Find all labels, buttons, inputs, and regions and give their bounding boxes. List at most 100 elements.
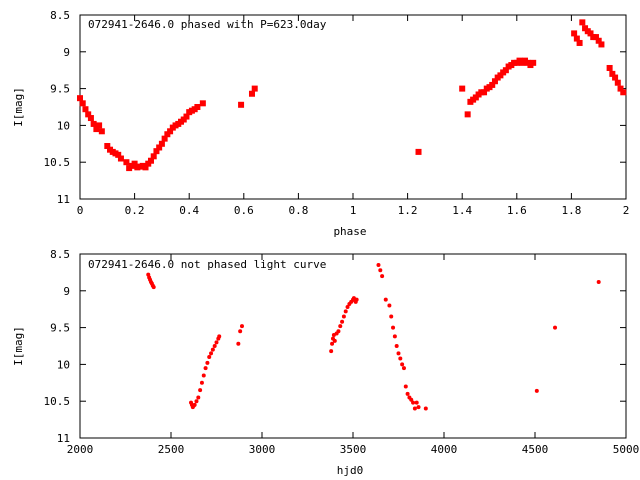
- unphased-data-point: [354, 297, 359, 302]
- phased-data-point: [115, 151, 122, 158]
- phased-x-tick-label: 1.6: [507, 204, 527, 217]
- unphased-data-point: [345, 304, 350, 309]
- phased-y-tick-label: 10: [57, 119, 70, 132]
- unphased-data-point: [194, 399, 199, 404]
- unphased-data-point: [409, 397, 414, 402]
- unphased-data-point: [332, 338, 337, 343]
- unphased-data-point: [383, 297, 388, 302]
- unphased-data-point: [205, 360, 210, 365]
- unphased-data-point: [405, 391, 410, 396]
- phased-y-tick-label: 9.5: [50, 83, 70, 96]
- phased-data-point: [79, 100, 86, 107]
- phased-data-point: [481, 89, 488, 96]
- unphased-data-point: [336, 329, 341, 334]
- unphased-data-point: [414, 400, 419, 405]
- unphased-data-point: [391, 325, 396, 330]
- unphased-data-point: [209, 351, 214, 356]
- phased-x-tick-label: 2: [623, 204, 630, 217]
- unphased-data-point: [403, 384, 408, 389]
- phased-x-tick-label: 0.2: [125, 204, 145, 217]
- unphased-data-point: [392, 334, 397, 339]
- unphased-data-point: [151, 285, 156, 290]
- unphased-y-tick-label: 9: [63, 285, 70, 298]
- phased-data-point: [147, 157, 154, 164]
- phased-x-tick-label: 0.6: [234, 204, 254, 217]
- unphased-x-axis-label: hjd0: [337, 464, 364, 477]
- phased-data-point: [620, 89, 627, 96]
- phased-plot-frame: [79, 14, 627, 200]
- phased-data-point: [199, 100, 206, 107]
- phased-data-point: [98, 128, 105, 135]
- unphased-y-tick-label: 11: [57, 432, 70, 445]
- unphased-data-point: [534, 388, 539, 393]
- unphased-data-point: [387, 303, 392, 308]
- unphased-data-point: [217, 334, 222, 339]
- unphased-data-point: [401, 366, 406, 371]
- phased-y-tick-label: 8.5: [50, 9, 70, 22]
- phased-light-curve-chart: 0 0.2 0.4 0.6 0.8 1 1.2 1.4 1.6 1.8 2 8.5 9 9.5 10 10.5…: [12, 9, 629, 238]
- phased-data-point: [491, 78, 498, 85]
- unphased-data-point: [394, 344, 399, 348]
- phased-data-point: [90, 120, 97, 127]
- unphased-data-point: [400, 362, 405, 367]
- phased-data-point: [77, 95, 83, 102]
- phased-y-tick-label: 9: [63, 46, 70, 59]
- phased-y-axis-label: I[mag]: [12, 87, 25, 127]
- unphased-data-point: [192, 402, 197, 407]
- phased-data-point: [592, 34, 599, 41]
- unphased-plot-frame: [79, 253, 627, 439]
- phased-data-point: [612, 74, 619, 81]
- phased-x-tick-label: 0: [77, 204, 84, 217]
- unphased-data-point: [210, 347, 215, 352]
- phased-data-point: [85, 111, 92, 118]
- unphased-x-tick-label: 3000: [249, 443, 276, 456]
- unphased-x-tick-label: 3500: [340, 443, 367, 456]
- unphased-data-point: [411, 400, 416, 405]
- unphased-data-point: [553, 325, 558, 330]
- unphased-data-point: [199, 380, 204, 385]
- unphased-data-point: [201, 373, 206, 378]
- phased-data-point: [238, 101, 245, 108]
- phased-data-point: [87, 115, 94, 122]
- phased-data-point: [587, 30, 594, 37]
- phased-data-point: [93, 126, 100, 133]
- phased-x-tick-label: 1.2: [398, 204, 418, 217]
- phased-data-point: [595, 37, 602, 44]
- phased-data-point: [489, 81, 496, 88]
- phased-data-point: [142, 164, 149, 171]
- unphased-chart-title: 072941-2646.0 not phased light curve: [88, 258, 326, 271]
- unphased-data-point: [396, 351, 401, 356]
- unphased-data-point: [214, 340, 219, 345]
- phased-data-point: [459, 85, 466, 92]
- unphased-x-tick-label: 4000: [431, 443, 458, 456]
- phased-x-tick-label: 1.4: [452, 204, 472, 217]
- unphased-data-point: [416, 405, 421, 410]
- phased-data-point: [502, 67, 509, 74]
- unphased-data-point: [343, 309, 348, 314]
- unphased-data-point: [338, 324, 343, 329]
- unphased-data-point: [236, 341, 241, 346]
- unphased-data-point: [389, 314, 394, 319]
- unphased-data-point: [376, 263, 381, 268]
- phased-data-point: [156, 144, 163, 151]
- phased-data-point: [251, 85, 258, 92]
- phased-data-point: [530, 59, 537, 66]
- phased-data-point: [194, 104, 201, 110]
- unphased-x-tick-label: 5000: [613, 443, 640, 456]
- phased-data-point: [104, 143, 111, 150]
- unphased-light-curve-chart: 2000 2500 3000 3500 4000 4500 5000 8.5 9 9.5 10 10.…: [12, 248, 639, 477]
- phased-data-points: [77, 19, 627, 172]
- phased-data-point: [579, 19, 586, 26]
- phased-x-axis-label: phase: [333, 225, 366, 238]
- phased-data-point: [183, 113, 190, 120]
- phased-data-point: [96, 122, 103, 129]
- phased-data-point: [606, 64, 613, 71]
- unphased-y-tick-label: 8.5: [50, 248, 70, 261]
- unphased-data-point: [203, 366, 208, 371]
- unphased-data-point: [596, 279, 601, 284]
- phased-data-point: [609, 70, 616, 77]
- unphased-data-point: [330, 341, 335, 346]
- unphased-data-point: [341, 314, 346, 319]
- phased-y-tick-label: 11: [57, 193, 70, 206]
